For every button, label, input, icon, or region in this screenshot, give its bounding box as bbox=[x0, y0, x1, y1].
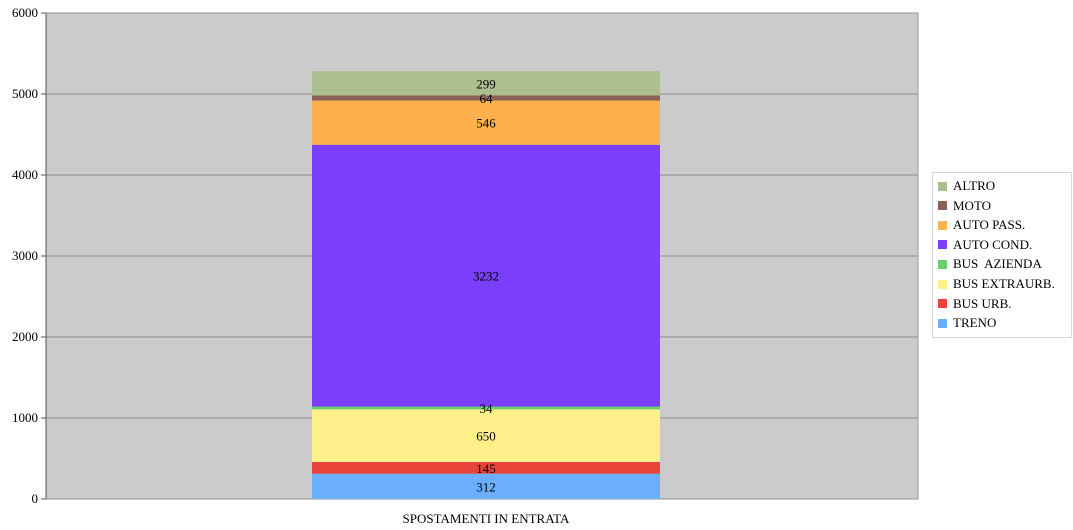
bar-segment bbox=[312, 409, 660, 462]
legend-swatch bbox=[938, 259, 947, 269]
legend-item: AUTO PASS. bbox=[938, 216, 1025, 234]
legend-swatch bbox=[938, 318, 947, 328]
y-axis: 0 1000 2000 3000 4000 5000 6000 bbox=[12, 5, 47, 506]
bar-segment bbox=[312, 95, 660, 101]
data-label: 299 bbox=[476, 76, 496, 91]
bar-stack bbox=[312, 71, 660, 499]
data-label: 546 bbox=[476, 116, 496, 131]
y-tick-label: 1000 bbox=[12, 410, 38, 425]
legend-swatch bbox=[938, 181, 947, 191]
legend-item: BUS AZIENDA bbox=[938, 255, 1042, 273]
data-label: 312 bbox=[476, 479, 496, 494]
y-tick-label: 3000 bbox=[12, 248, 38, 263]
legend: ALTRO MOTO AUTO PASS. AUTO COND. BUS AZIENDA… bbox=[932, 172, 1072, 338]
y-tick-label: 4000 bbox=[12, 167, 38, 182]
legend-label: TRENO bbox=[953, 315, 997, 331]
legend-label: AUTO PASS. bbox=[953, 217, 1026, 233]
data-label: 145 bbox=[476, 461, 496, 476]
data-label: 34 bbox=[480, 401, 494, 416]
legend-item: TRENO bbox=[938, 314, 996, 332]
legend-label: ALTRO bbox=[953, 178, 996, 193]
legend-swatch bbox=[938, 299, 947, 309]
legend-label: BUS EXTRAURB. bbox=[953, 276, 1055, 291]
y-tick-label: 5000 bbox=[12, 86, 38, 101]
bar-segment bbox=[312, 100, 660, 145]
y-tick-label: 2000 bbox=[12, 329, 38, 344]
data-label: 64 bbox=[480, 91, 494, 106]
y-tick-label: 6000 bbox=[12, 5, 38, 20]
legend-label: BUS URB. bbox=[953, 295, 1012, 311]
legend-label: AUTO COND. bbox=[953, 236, 1033, 252]
bar-segment bbox=[312, 71, 660, 96]
legend-swatch bbox=[938, 240, 947, 250]
x-category-label: SPOSTAMENTI IN ENTRATA bbox=[403, 511, 571, 526]
bar-segment bbox=[312, 473, 660, 499]
legend-item: BUS EXTRAURB. bbox=[938, 275, 1055, 293]
x-axis-categories: SPOSTAMENTI IN ENTRATA bbox=[403, 511, 571, 526]
legend-swatch bbox=[938, 201, 947, 211]
bar-segment bbox=[312, 144, 660, 407]
bar-segment bbox=[312, 406, 660, 410]
bar-segment bbox=[312, 461, 660, 474]
y-tick-label: 0 bbox=[32, 491, 39, 506]
legend-label: BUS AZIENDA bbox=[953, 256, 1042, 272]
data-label: 650 bbox=[476, 429, 496, 444]
legend-label: MOTO bbox=[953, 197, 992, 213]
legend-item: AUTO COND. bbox=[938, 236, 1032, 254]
legend-swatch bbox=[938, 220, 947, 230]
legend-item: MOTO bbox=[938, 197, 991, 215]
data-label: 3232 bbox=[473, 269, 499, 284]
legend-item: ALTRO bbox=[938, 177, 995, 195]
legend-item: BUS URB. bbox=[938, 295, 1012, 313]
legend-swatch bbox=[938, 279, 947, 289]
